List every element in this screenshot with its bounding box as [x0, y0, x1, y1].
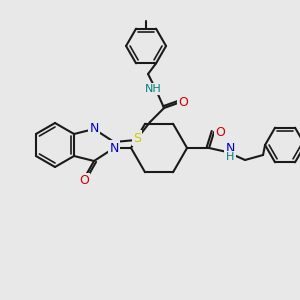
Text: S: S	[133, 131, 141, 145]
Text: NH: NH	[145, 84, 161, 94]
Text: O: O	[79, 175, 89, 188]
Text: H: H	[226, 152, 234, 162]
Text: N: N	[89, 122, 99, 136]
Text: N: N	[225, 142, 235, 155]
Text: N: N	[110, 142, 119, 154]
Text: O: O	[178, 97, 188, 110]
Text: O: O	[215, 125, 225, 139]
